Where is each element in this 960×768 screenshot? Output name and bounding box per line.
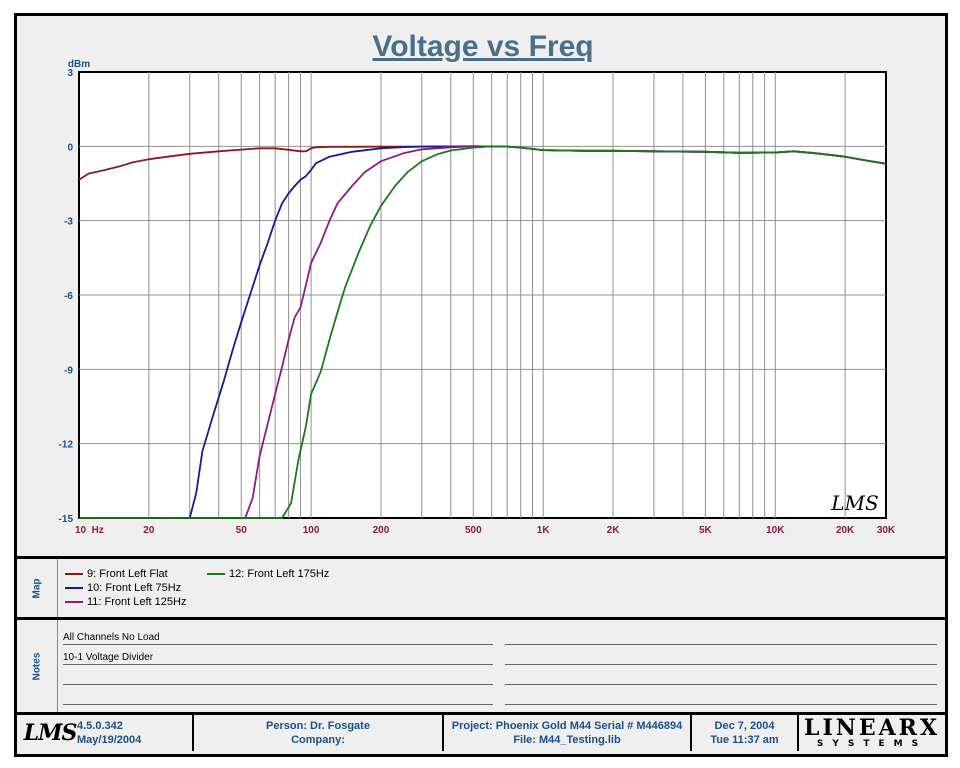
legend-label: 9: Front Left Flat (87, 568, 168, 580)
frequency-response-chart: Voltage vs Freq dBm 3 0 -3 -6 -9 -12 -15 10 Hz… (59, 30, 896, 536)
y-tick-label: -12 (59, 440, 74, 451)
x-tick-label: 5K (699, 525, 713, 536)
footer-separator (690, 715, 692, 751)
file-name: File: M44_Testing.lib (513, 734, 621, 746)
notes-label: Notes (31, 652, 43, 680)
y-tick-label: -3 (64, 217, 73, 228)
legend-item-175hz: 12: Front Left 175Hz (207, 568, 329, 580)
report-frame: Voltage vs Freq dBm 3 0 -3 -6 -9 -12 -15 10 Hz… (14, 13, 948, 757)
x-tick-label: 200 (373, 525, 390, 536)
build-date: May/19/2004 (77, 734, 142, 746)
x-tick-label: 20K (836, 525, 855, 536)
notes-label-cell: Notes (17, 620, 57, 712)
note-rule (63, 664, 493, 665)
note-rule (505, 684, 937, 685)
footer-separator (192, 715, 194, 751)
legend-label: 10: Front Left 75Hz (87, 582, 182, 594)
lms-logo: LMS (23, 720, 78, 746)
plot-area: Voltage vs Freq dBm 3 0 -3 -6 -9 -12 -15 10 Hz… (17, 16, 945, 556)
footer-separator (442, 715, 444, 751)
legend-swatch (65, 573, 83, 575)
software-version: 4.5.0.342 (77, 720, 123, 732)
footer-date-cell: Dec 7, 2004 Tue 11:37 am (692, 715, 797, 751)
x-tick-label: 500 (465, 525, 482, 536)
map-separator (57, 559, 58, 617)
series-line-3 (79, 145, 887, 519)
y-tick-labels: 3 0 -3 -6 -9 -12 -15 (59, 68, 74, 525)
legend-label: 12: Front Left 175Hz (229, 568, 330, 580)
chart-title: Voltage vs Freq (372, 30, 593, 63)
x-tick-label: 20 (143, 525, 155, 536)
divider (17, 556, 945, 559)
legend-swatch (207, 573, 225, 575)
y-tick-label: 0 (67, 142, 73, 153)
legend-item-flat: 9: Front Left Flat (65, 568, 168, 580)
report-date: Dec 7, 2004 (714, 720, 775, 732)
footer-logo-cell: LMS (23, 715, 78, 751)
footer-brand-cell: LINEARX SYSTEMS (799, 715, 945, 751)
legend-item-125hz: 11: Front Left 125Hz (65, 596, 186, 608)
footer: LMS 4.5.0.342 May/19/2004 Person: Dr. Fo… (17, 715, 945, 754)
legend-item-75hz: 10: Front Left 75Hz (65, 582, 181, 594)
linearx-subtitle: SYSTEMS (816, 739, 928, 749)
footer-project-cell: Project: Phoenix Gold M44 Serial # M4468… (444, 715, 690, 751)
x-tick-label: 50 (236, 525, 248, 536)
footer-separator (797, 715, 799, 751)
linearx-logo: LINEARX (803, 715, 941, 741)
note-rule (505, 644, 937, 645)
x-tick-labels: 10 Hz 20 50 100 200 500 1K 2K 5K 10K 20K 30K (75, 525, 896, 536)
note-line-1: All Channels No Load (63, 632, 160, 643)
y-tick-label: -15 (59, 514, 74, 525)
x-tick-label: 1K (537, 525, 551, 536)
note-line-2: 10-1 Voltage Divider (63, 652, 154, 663)
person: Person: Dr. Fosgate (266, 720, 370, 732)
map-label-cell: Map (17, 559, 57, 617)
legend-label: 11: Front Left 125Hz (87, 596, 187, 608)
company: Company: (291, 734, 345, 746)
x-tick-label: 2K (607, 525, 621, 536)
note-rule (505, 704, 937, 705)
note-rule (505, 664, 937, 665)
divider (17, 617, 945, 620)
y-axis-label: dBm (68, 59, 90, 70)
note-rule (63, 704, 493, 705)
x-tick-label: 10K (766, 525, 785, 536)
series-layer (78, 145, 887, 519)
legend-swatch (65, 587, 83, 589)
legend-swatch (65, 601, 83, 603)
project: Project: Phoenix Gold M44 Serial # M4468… (451, 720, 683, 732)
y-tick-label: -6 (64, 291, 73, 302)
y-tick-label: -9 (64, 365, 73, 376)
footer-person-cell: Person: Dr. Fosgate Company: (194, 715, 442, 751)
watermark-logo: LMS (830, 491, 878, 515)
note-rule (63, 684, 493, 685)
note-rule (63, 644, 493, 645)
x-tick-label: 10 Hz (75, 525, 104, 536)
y-tick-label: 3 (67, 68, 73, 79)
x-tick-label: 30K (877, 525, 896, 536)
x-tick-label: 100 (303, 525, 320, 536)
divider (17, 712, 945, 715)
report-time: Tue 11:37 am (710, 734, 779, 746)
footer-version-cell: 4.5.0.342 May/19/2004 (77, 715, 192, 751)
notes-separator (57, 620, 58, 712)
map-section: Map 9: Front Left Flat 10: Front Left 75… (17, 559, 945, 617)
map-label: Map (31, 578, 43, 598)
notes-section: Notes All Channels No Load 10-1 Voltage … (17, 620, 945, 712)
